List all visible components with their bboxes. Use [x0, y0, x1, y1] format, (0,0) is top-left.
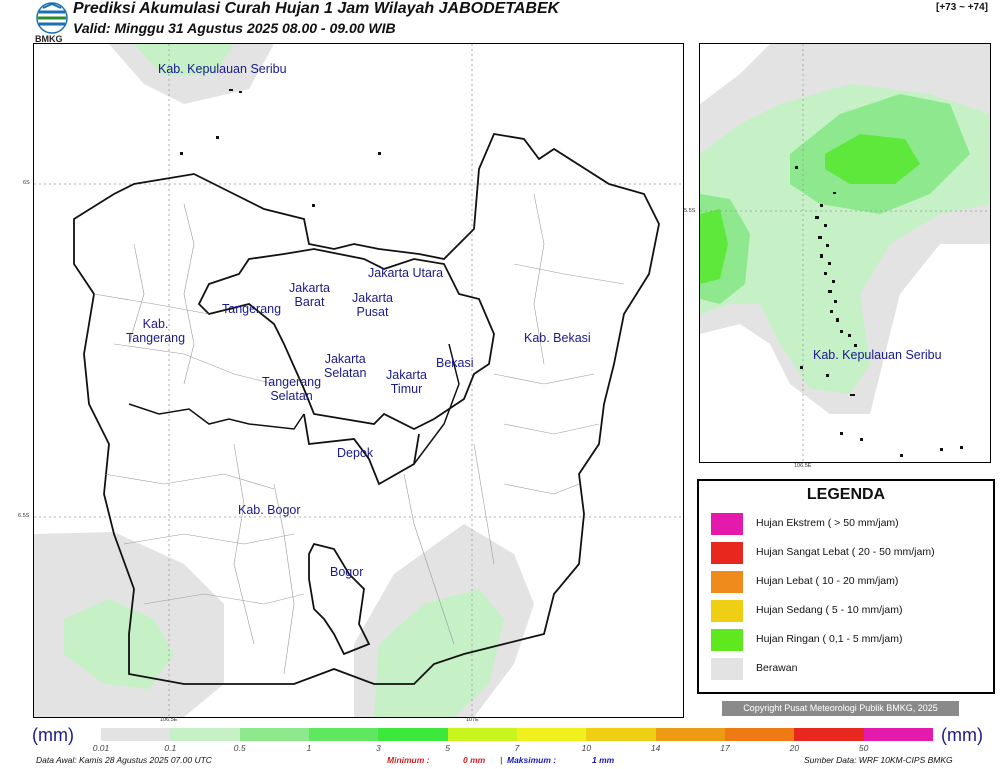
scale-segment: [863, 728, 933, 741]
scale-segment: [101, 728, 171, 741]
footer: Data Awal: Kamis 28 Agustus 2025 07.00 U…: [36, 755, 953, 765]
logo-text: BMKG: [35, 34, 63, 44]
data-awal: Data Awal: Kamis 28 Agustus 2025 07.00 U…: [36, 755, 212, 765]
scale-segment: [378, 728, 448, 741]
valid-time: Valid: Minggu 31 Agustus 2025 08.00 - 09…: [73, 20, 396, 36]
lat-tick-6s: 6S: [23, 180, 30, 186]
region-label-jakarta-barat: Jakarta Barat: [289, 281, 330, 309]
scale-label: 7: [514, 743, 520, 753]
region-label-kab-bogor: Kab. Bogor: [238, 503, 301, 517]
scale-unit-left: (mm): [32, 725, 74, 745]
inset-label-kab-kepulauan-seribu: Kab. Kepulauan Seribu: [813, 348, 942, 362]
legend-swatch: [711, 600, 743, 622]
lat-tick-6-5s: 6.5S: [18, 513, 30, 519]
scale-label: 3: [375, 743, 381, 753]
scale-label: 17: [720, 743, 730, 753]
scale-segment: [794, 728, 864, 741]
legend-label: Hujan Lebat ( 10 - 20 mm/jam): [756, 575, 899, 587]
scale-segment: [655, 728, 725, 741]
region-label-jakarta-timur: Jakarta Timur: [386, 368, 427, 396]
legend-swatch: [711, 571, 743, 593]
inset-lon-tick-106-5e: 106.5E: [794, 463, 812, 469]
maksimum-label: Maksimum :: [507, 755, 557, 765]
scale-segment: [239, 728, 309, 741]
inset-map-canvas: [700, 44, 990, 462]
legend: LEGENDA Hujan Ekstrem ( > 50 mm/jam) Huj…: [697, 479, 995, 694]
scale-label: 1: [306, 743, 312, 753]
inset-map[interactable]: Kab. Kepulauan Seribu: [699, 43, 991, 463]
scale-label: 0.1: [164, 743, 177, 753]
main-map[interactable]: Kab. Kepulauan Seribu Jakarta Utara Jaka…: [33, 43, 684, 718]
region-label-kab-bekasi: Kab. Bekasi: [524, 331, 591, 345]
scale-label: 10: [581, 743, 592, 753]
region-label-tangerang: Tangerang: [222, 302, 282, 316]
data-source: Sumber Data: WRF 10KM-CIPS BMKG: [804, 755, 953, 765]
maksimum-value: 1 mm: [592, 755, 615, 765]
copyright-notice: Copyright Pusat Meteorologi Publik BMKG,…: [722, 701, 959, 716]
scale-label: 20: [789, 743, 800, 753]
inset-lat-tick-5-5s: 5.5S: [684, 208, 696, 214]
region-label-depok: Depok: [337, 446, 374, 460]
forecast-hour-tag: [+73 ~ +74]: [936, 2, 988, 13]
scale-segment: [725, 728, 795, 741]
legend-label: Hujan Sedang ( 5 - 10 mm/jam): [756, 604, 903, 616]
legend-swatch: [711, 629, 743, 651]
scale-label: 0.01: [92, 743, 110, 753]
scale-segment: [170, 728, 240, 741]
lon-tick-107e: 107E: [466, 717, 479, 723]
page-title: Prediksi Akumulasi Curah Hujan 1 Jam Wil…: [73, 0, 560, 17]
bmkg-logo-icon: [36, 2, 68, 34]
scale-segment: [517, 728, 587, 741]
legend-label: Hujan Sangat Lebat ( 20 - 50 mm/jam): [756, 546, 935, 558]
legend-title: LEGENDA: [806, 486, 886, 503]
legend-swatch: [711, 658, 743, 680]
minimum-value: 0 mm: [463, 755, 486, 765]
legend-label: Hujan Ringan ( 0,1 - 5 mm/jam): [756, 633, 903, 645]
legend-label: Hujan Ekstrem ( > 50 mm/jam): [756, 517, 899, 529]
scale-segment: [447, 728, 517, 741]
legend-label: Berawan: [756, 662, 798, 674]
scale-segment: [309, 728, 379, 741]
scale-label: 50: [858, 743, 869, 753]
scale-label: 5: [445, 743, 451, 753]
region-label-bekasi: Bekasi: [436, 356, 474, 370]
region-label-kab-tangerang: Kab. Tangerang: [126, 317, 186, 345]
scale-segment: [586, 728, 656, 741]
region-label-kab-kepulauan-seribu: Kab. Kepulauan Seribu: [158, 62, 287, 76]
main-map-canvas: [34, 44, 683, 717]
scale-unit-right: (mm): [941, 725, 983, 745]
region-label-bogor: Bogor: [330, 565, 364, 579]
region-label-tangerang-selatan: Tangerang Selatan: [262, 375, 322, 403]
lon-tick-106-5e: 106.5E: [160, 717, 178, 723]
region-label-jakarta-selatan: Jakarta Selatan: [324, 352, 367, 380]
region-label-jakarta-utara: Jakarta Utara: [368, 266, 444, 280]
minimum-label: Minimum :: [387, 755, 430, 765]
scale-label: 14: [650, 743, 661, 753]
scale-label: 0.5: [233, 743, 246, 753]
legend-swatch: [711, 513, 743, 535]
legend-swatch: [711, 542, 743, 564]
region-label-jakarta-pusat: Jakarta Pusat: [352, 291, 393, 319]
color-scale-bar: [101, 728, 933, 741]
